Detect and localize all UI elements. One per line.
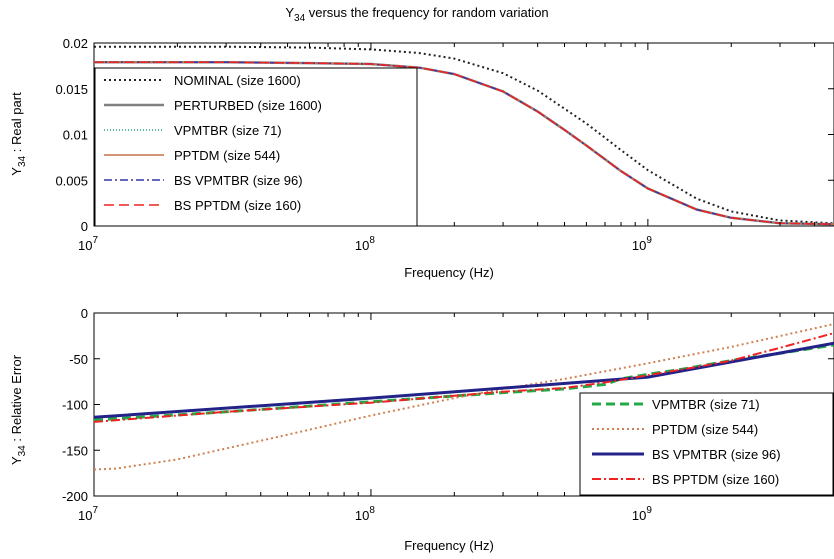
bottom-series-group: [93, 323, 834, 471]
legend-label: PPTDM (size 544): [652, 422, 758, 437]
top-y-axis-label: Y34 : Real part: [9, 92, 28, 176]
y-tick-label: -150: [62, 443, 88, 458]
legend-label: VPMTBR (size 71): [174, 123, 282, 138]
x-tick-label: 107: [78, 235, 98, 253]
bottom-ticks-group: -200 -150 -100 -50 0 107 108 109: [62, 306, 834, 523]
bottom-x-axis-label: Frequency (Hz): [404, 538, 494, 553]
legend-label: PPTDM (size 544): [174, 148, 280, 163]
legend-label: NOMINAL (size 1600): [174, 73, 301, 88]
top-legend-box: [94, 67, 418, 227]
y-tick-label: 0.02: [63, 36, 88, 51]
top-ticks-group: 0 0.005 0.01 0.015 0.02 107 108 109: [55, 36, 834, 253]
legend-label: BS VPMTBR (size 96): [652, 447, 781, 462]
y-tick-label: 0.01: [63, 128, 88, 143]
chart-title: Y34 versus the frequency for random vari…: [285, 5, 548, 24]
y-tick-label: 0.015: [55, 82, 88, 97]
y-tick-label: 0.005: [55, 173, 88, 188]
top-legend: NOMINAL (size 1600) PERTURBED (size 1600)…: [94, 67, 418, 227]
series-line-6: [94, 61, 834, 225]
legend-label: VPMTBR (size 71): [652, 397, 760, 412]
y-tick-label: 0: [81, 219, 88, 234]
series-line-1: [94, 45, 834, 225]
series-line-3: [93, 341, 834, 419]
y-tick-label: 0: [81, 306, 88, 321]
legend-label: BS VPMTBR (size 96): [174, 173, 303, 188]
y-tick-label: -50: [69, 352, 88, 367]
y-tick-label: -200: [62, 489, 88, 504]
x-tick-label: 108: [355, 235, 375, 253]
legend-label: BS PPTDM (size 160): [174, 198, 301, 213]
x-tick-label: 109: [632, 505, 652, 523]
legend-label: BS PPTDM (size 160): [652, 472, 779, 487]
top-series-group: [94, 45, 834, 226]
bottom-y-axis-label: Y34 : Relative Error: [9, 354, 28, 465]
x-tick-label: 108: [355, 505, 375, 523]
y-tick-label: -100: [62, 398, 88, 413]
top-x-axis-label: Frequency (Hz): [404, 265, 494, 280]
series-line-4: [93, 332, 834, 423]
x-tick-label: 109: [632, 235, 652, 253]
bottom-legend: VPMTBR (size 71) PPTDM (size 544) BS VPMTB…: [579, 392, 834, 496]
x-tick-label: 107: [78, 505, 98, 523]
legend-label: PERTURBED (size 1600): [174, 98, 322, 113]
